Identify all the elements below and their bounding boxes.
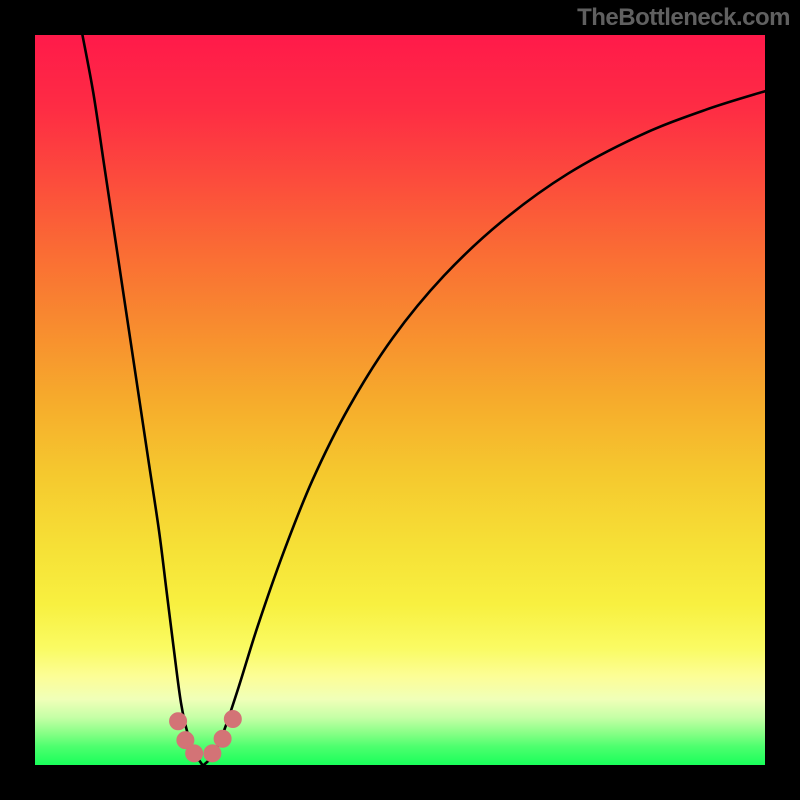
- data-point-3: [204, 745, 221, 762]
- data-point-5: [224, 711, 241, 728]
- chart-stage: TheBottleneck.com: [0, 0, 800, 800]
- bottleneck-chart: [0, 0, 800, 800]
- data-point-2: [186, 745, 203, 762]
- data-point-0: [170, 713, 187, 730]
- gradient-background: [35, 35, 765, 765]
- data-point-4: [214, 730, 231, 747]
- watermark-label: TheBottleneck.com: [577, 4, 790, 32]
